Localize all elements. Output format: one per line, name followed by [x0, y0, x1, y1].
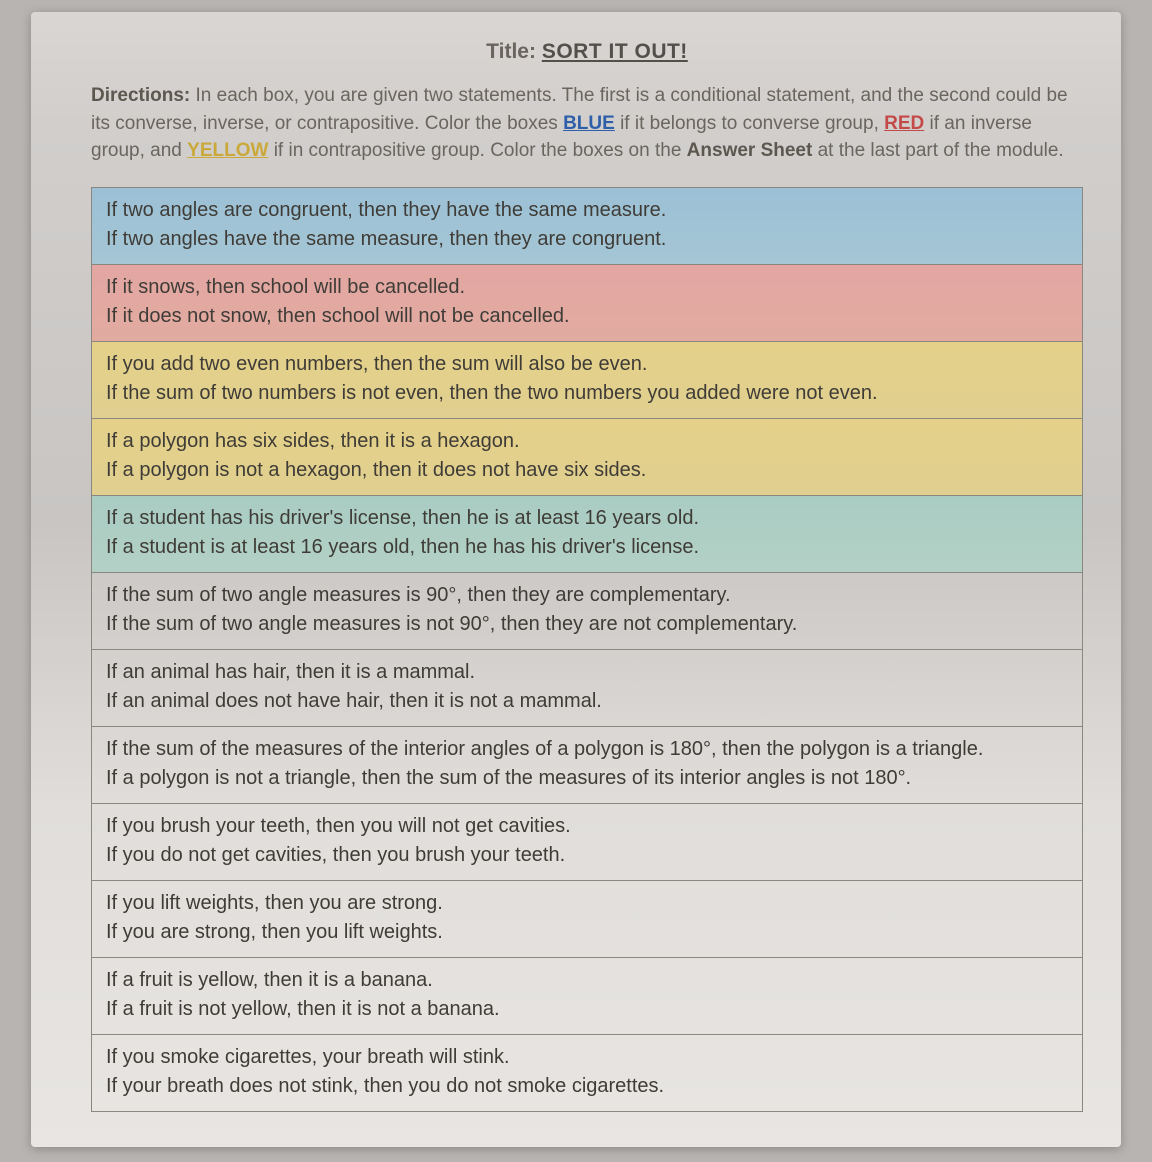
statement-line-2: If a polygon is not a triangle, then the… — [106, 764, 1068, 793]
directions-answer-sheet: Answer Sheet — [687, 140, 813, 161]
keyword-yellow: YELLOW — [187, 140, 268, 161]
statement-line-2: If the sum of two angle measures is not … — [106, 610, 1068, 639]
directions: Directions: In each box, you are given t… — [91, 82, 1083, 165]
statement-box: If an animal has hair, then it is a mamm… — [92, 650, 1082, 727]
statement-line-1: If an animal has hair, then it is a mamm… — [106, 658, 1068, 687]
statement-line-2: If the sum of two numbers is not even, t… — [106, 379, 1068, 408]
statement-box: If you smoke cigarettes, your breath wil… — [92, 1035, 1082, 1112]
statement-line-2: If a fruit is not yellow, then it is not… — [106, 995, 1068, 1024]
statement-boxes: If two angles are congruent, then they h… — [91, 187, 1083, 1112]
title-line: Title: SORT IT OUT! — [91, 40, 1083, 64]
directions-part2: if it belongs to converse group, — [620, 113, 884, 134]
statement-line-1: If a fruit is yellow, then it is a banan… — [106, 966, 1068, 995]
statement-box: If the sum of two angle measures is 90°,… — [92, 573, 1082, 650]
statement-box: If a student has his driver's license, t… — [92, 496, 1082, 573]
title-label: Title: — [486, 40, 536, 63]
statement-line-2: If two angles have the same measure, the… — [106, 225, 1068, 254]
statement-line-1: If two angles are congruent, then they h… — [106, 196, 1068, 225]
statement-box: If the sum of the measures of the interi… — [92, 727, 1082, 804]
statement-line-2: If a student is at least 16 years old, t… — [106, 533, 1068, 562]
statement-line-1: If a student has his driver's license, t… — [106, 504, 1068, 533]
statement-line-2: If you do not get cavities, then you bru… — [106, 841, 1068, 870]
statement-line-1: If a polygon has six sides, then it is a… — [106, 427, 1068, 456]
statement-box: If a polygon has six sides, then it is a… — [92, 419, 1082, 496]
directions-part4: if in contrapositive group. Color the bo… — [274, 140, 687, 161]
directions-part5: at the last part of the module. — [818, 140, 1064, 161]
statement-box: If a fruit is yellow, then it is a banan… — [92, 958, 1082, 1035]
title-text: SORT IT OUT! — [542, 40, 688, 63]
directions-lead: Directions: — [91, 85, 190, 106]
worksheet-paper: Title: SORT IT OUT! Directions: In each … — [31, 12, 1121, 1147]
keyword-red: RED — [884, 113, 924, 134]
statement-box: If you lift weights, then you are strong… — [92, 881, 1082, 958]
statement-line-2: If a polygon is not a hexagon, then it d… — [106, 456, 1068, 485]
statement-line-2: If an animal does not have hair, then it… — [106, 687, 1068, 716]
statement-line-1: If the sum of the measures of the interi… — [106, 735, 1068, 764]
statement-line-1: If you add two even numbers, then the su… — [106, 350, 1068, 379]
statement-line-2: If you are strong, then you lift weights… — [106, 918, 1068, 947]
statement-line-1: If it snows, then school will be cancell… — [106, 273, 1068, 302]
statement-line-2: If it does not snow, then school will no… — [106, 302, 1068, 331]
statement-box: If it snows, then school will be cancell… — [92, 265, 1082, 342]
statement-box: If you add two even numbers, then the su… — [92, 342, 1082, 419]
statement-line-1: If the sum of two angle measures is 90°,… — [106, 581, 1068, 610]
statement-line-1: If you smoke cigarettes, your breath wil… — [106, 1043, 1068, 1072]
statement-box: If two angles are congruent, then they h… — [92, 188, 1082, 265]
statement-box: If you brush your teeth, then you will n… — [92, 804, 1082, 881]
statement-line-1: If you brush your teeth, then you will n… — [106, 812, 1068, 841]
statement-line-1: If you lift weights, then you are strong… — [106, 889, 1068, 918]
keyword-blue: BLUE — [563, 113, 615, 134]
statement-line-2: If your breath does not stink, then you … — [106, 1072, 1068, 1101]
